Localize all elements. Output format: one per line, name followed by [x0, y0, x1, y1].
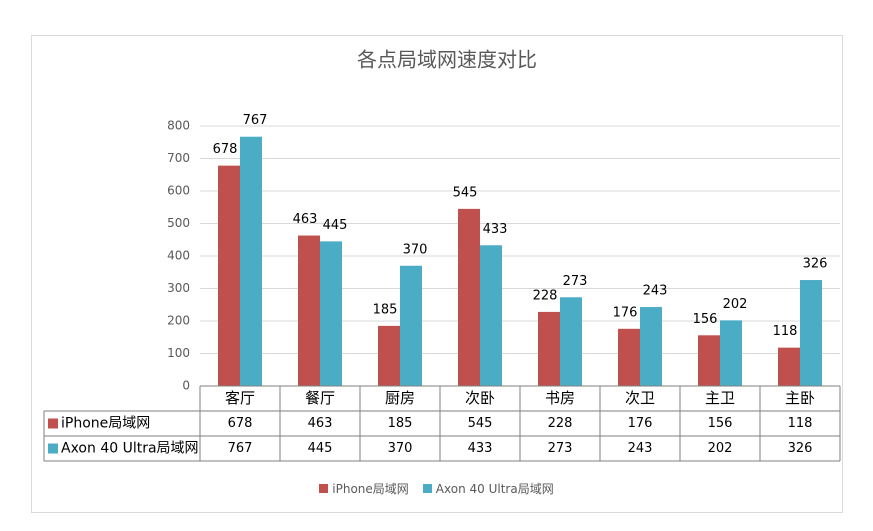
bar	[560, 297, 582, 386]
chart-border	[31, 35, 843, 513]
y-tick-label: 700	[167, 151, 190, 165]
table-legend-key	[48, 418, 58, 429]
bar	[298, 235, 320, 386]
x-tick-label: 客厅	[225, 389, 255, 407]
x-tick-label: 主卫	[705, 389, 735, 407]
data-label: 118	[773, 324, 798, 339]
y-tick-label: 800	[167, 119, 190, 133]
data-label: 243	[643, 284, 668, 299]
data-label: 370	[403, 242, 428, 257]
legend-item: iPhone局域网	[319, 480, 409, 497]
table-cell: 545	[468, 416, 493, 431]
table-cell: 463	[308, 416, 333, 431]
y-tick-label: 400	[167, 249, 190, 263]
data-label: 445	[323, 218, 348, 233]
bar	[778, 347, 800, 386]
data-label: 228	[533, 288, 558, 303]
x-tick-label: 厨房	[385, 389, 415, 407]
y-tick-label: 200	[167, 314, 190, 328]
table-cell: 767	[228, 441, 253, 456]
legend-swatch	[319, 484, 329, 493]
bar	[640, 307, 662, 386]
table-cell: 202	[708, 441, 733, 456]
data-label: 463	[293, 212, 318, 227]
table-cell: 678	[228, 416, 253, 431]
x-tick-label: 次卧	[465, 389, 495, 407]
table-cell: 176	[628, 416, 653, 431]
data-label: 156	[693, 312, 718, 327]
data-label: 326	[803, 257, 828, 272]
y-tick-label: 600	[167, 184, 190, 198]
x-tick-label: 次卫	[625, 389, 655, 407]
table-cell: 370	[388, 441, 413, 456]
legend-swatch	[422, 484, 432, 493]
chart-title: 各点局域网速度对比	[357, 48, 537, 72]
bar	[698, 335, 720, 386]
legend-item: Axon 40 Ultra局域网	[422, 480, 554, 497]
table-cell: 118	[788, 416, 813, 431]
x-tick-label: 主卧	[785, 389, 815, 407]
y-tick-label: 300	[167, 281, 190, 295]
table-cell: 445	[308, 441, 333, 456]
table-cell: 228	[548, 416, 573, 431]
y-tick-label: 0	[182, 379, 190, 393]
table-cell: 433	[468, 441, 493, 456]
bar	[538, 311, 560, 386]
table-legend-key	[48, 443, 58, 454]
y-tick-label: 100	[167, 346, 190, 360]
table-row-header: iPhone局域网	[61, 416, 150, 432]
bar	[400, 265, 422, 386]
bar	[240, 136, 262, 386]
table-cell: 156	[708, 416, 733, 431]
data-label: 185	[373, 302, 398, 317]
bar	[800, 280, 822, 386]
data-label: 767	[243, 113, 268, 128]
data-label: 202	[723, 297, 748, 312]
y-tick-label: 500	[167, 216, 190, 230]
table-cell: 326	[788, 441, 813, 456]
bar	[218, 165, 240, 386]
data-label: 273	[563, 274, 588, 289]
legend-label: Axon 40 Ultra局域网	[435, 482, 554, 496]
legend: iPhone局域网 Axon 40 Ultra局域网	[0, 480, 873, 497]
data-label: 678	[213, 142, 238, 157]
bar	[458, 208, 480, 386]
data-label: 433	[483, 222, 508, 237]
data-label: 176	[613, 305, 638, 320]
table-cell: 243	[628, 441, 653, 456]
table-row-header: Axon 40 Ultra局域网	[61, 441, 199, 457]
table-cell: 273	[548, 441, 573, 456]
legend-label: iPhone局域网	[332, 482, 409, 496]
bar	[720, 320, 742, 386]
bar	[378, 325, 400, 386]
x-tick-label: 餐厅	[305, 389, 335, 407]
bar	[618, 328, 640, 386]
x-tick-label: 书房	[545, 389, 575, 407]
bar	[480, 245, 502, 386]
data-label: 545	[453, 185, 478, 200]
table-cell: 185	[388, 416, 413, 431]
bar	[320, 241, 342, 386]
